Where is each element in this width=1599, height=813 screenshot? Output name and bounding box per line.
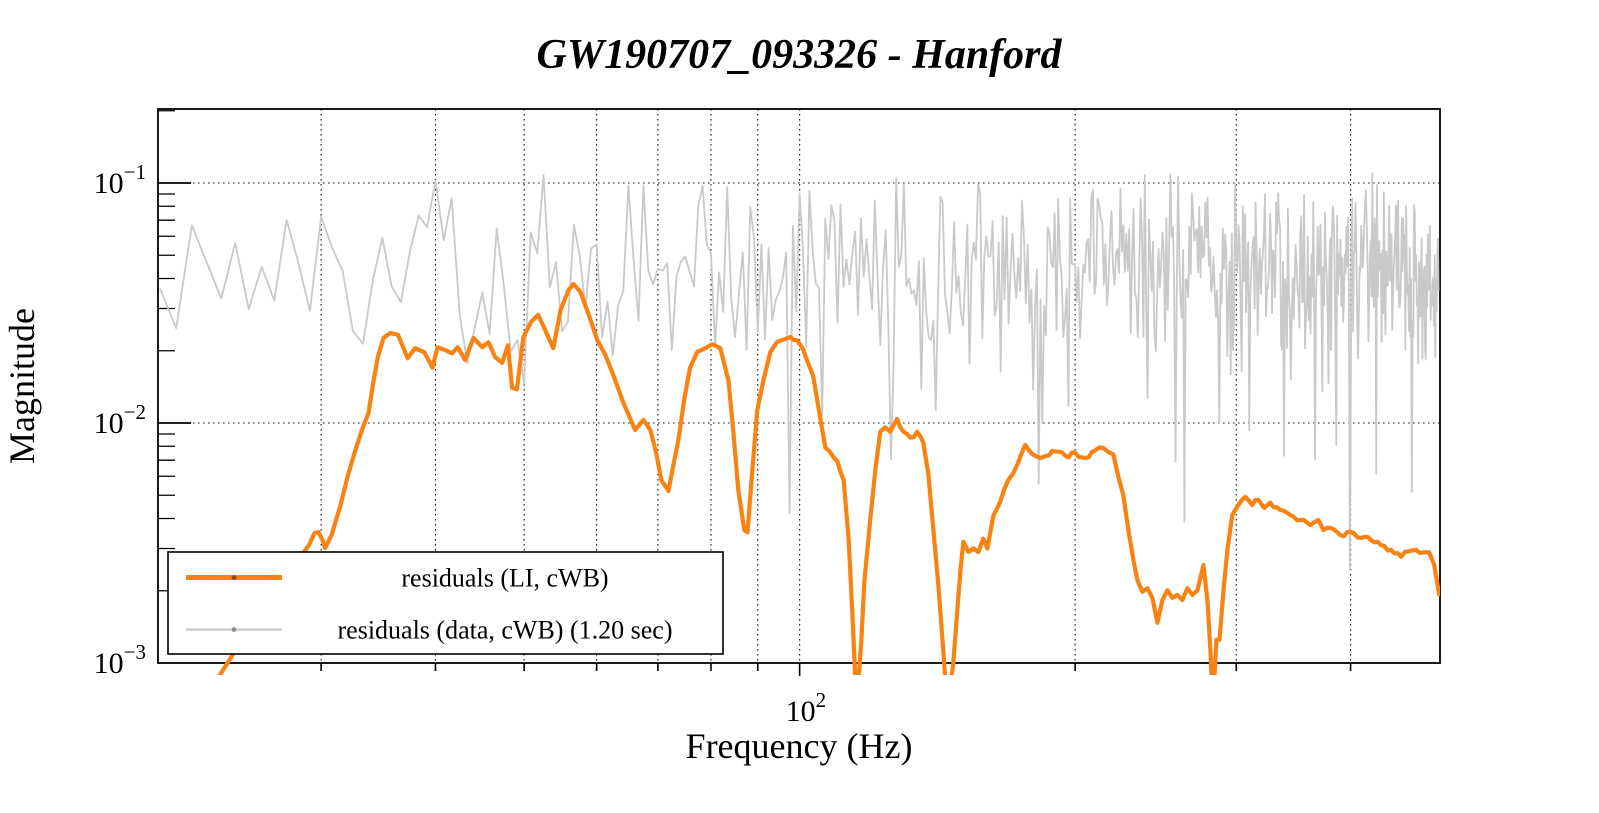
axis-ticks [158, 110, 1352, 676]
y-tick-label: 10−1 [94, 160, 146, 200]
x-tick-label: 102 [786, 688, 827, 728]
tick-labels: 10−1 10−2 10−3 102 [94, 160, 826, 728]
plot-frame [157, 108, 1441, 664]
legend-marker-dot [231, 627, 237, 632]
y-tick-label: 10−3 [94, 640, 146, 680]
data-series [159, 172, 1440, 675]
legend-entry-label: residuals (LI, cWB) [401, 564, 608, 593]
legend-marker-dot [231, 575, 237, 580]
y-axis-label: Magnitude [2, 308, 42, 464]
series-residuals-li [217, 282, 1440, 675]
legend-box [167, 551, 724, 655]
legend-entry-label: residuals (data, cWB) (1.20 sec) [338, 616, 673, 645]
x-axis-label: Frequency (Hz) [686, 726, 913, 766]
legend: residuals (LI, cWB) residuals (data, cWB)… [167, 551, 724, 655]
series-residuals-data [159, 172, 1440, 571]
chart-title: GW190707_093326 - Hanford [536, 32, 1062, 78]
y-tick-label: 10−2 [94, 400, 146, 440]
gridlines [158, 109, 1440, 663]
